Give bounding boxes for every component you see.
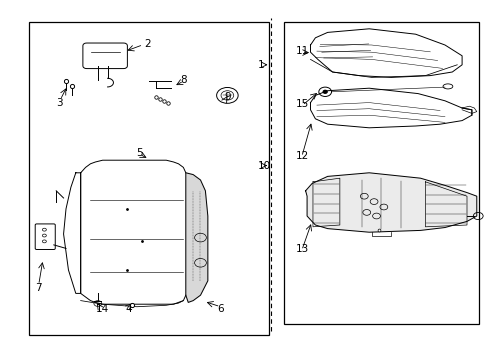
FancyBboxPatch shape bbox=[35, 224, 55, 249]
Bar bbox=[283, 22, 478, 324]
Text: 13: 13 bbox=[295, 244, 308, 255]
Text: 12: 12 bbox=[295, 151, 308, 161]
Polygon shape bbox=[63, 173, 81, 293]
Polygon shape bbox=[81, 160, 185, 304]
Text: 11: 11 bbox=[295, 46, 308, 57]
Text: 4: 4 bbox=[125, 303, 132, 314]
Text: 3: 3 bbox=[56, 98, 63, 108]
FancyBboxPatch shape bbox=[82, 43, 127, 68]
Bar bbox=[29, 22, 268, 335]
Text: 14: 14 bbox=[95, 303, 108, 314]
Text: 2: 2 bbox=[144, 39, 151, 49]
Text: 6: 6 bbox=[217, 303, 224, 314]
Text: 9: 9 bbox=[224, 92, 230, 102]
Polygon shape bbox=[310, 88, 471, 128]
Text: 15: 15 bbox=[295, 99, 308, 109]
Polygon shape bbox=[305, 173, 476, 232]
Text: 1: 1 bbox=[257, 60, 264, 70]
Polygon shape bbox=[185, 173, 207, 302]
Text: 10: 10 bbox=[257, 161, 270, 171]
Text: 8: 8 bbox=[180, 75, 186, 85]
Circle shape bbox=[323, 90, 326, 93]
Text: 7: 7 bbox=[35, 283, 42, 293]
Polygon shape bbox=[310, 29, 461, 77]
Text: 5: 5 bbox=[136, 148, 142, 158]
